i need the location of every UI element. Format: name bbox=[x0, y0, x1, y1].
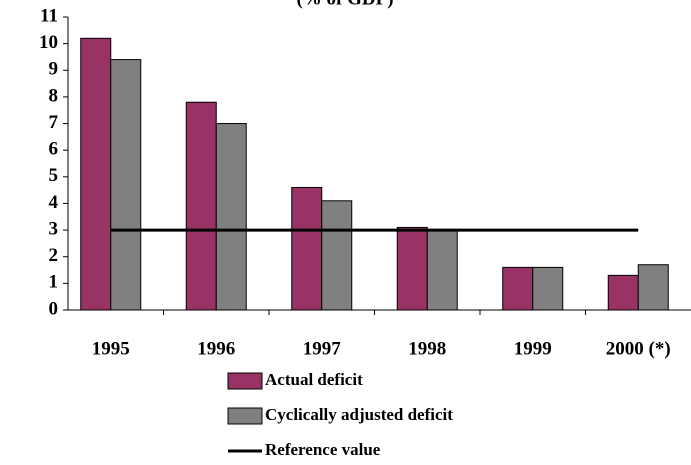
x-tick-label: 2000 (*) bbox=[606, 338, 671, 359]
bar bbox=[110, 59, 142, 311]
y-tick-label: 10 bbox=[39, 32, 58, 53]
y-tick-label: 1 bbox=[49, 272, 59, 293]
y-tick-label: 11 bbox=[40, 5, 58, 26]
x-tick-label: 1996 bbox=[197, 338, 235, 359]
y-tick-label: 8 bbox=[49, 85, 59, 106]
y-tick-label: 7 bbox=[49, 112, 59, 133]
legend-label: Actual deficit bbox=[265, 370, 363, 389]
x-tick-label: 1998 bbox=[408, 338, 446, 359]
legend-label: Cyclically adjusted deficit bbox=[265, 405, 453, 424]
y-tick-label: 4 bbox=[49, 192, 59, 213]
y-tick-label: 2 bbox=[49, 245, 59, 266]
y-tick-label: 9 bbox=[49, 59, 59, 80]
y-tick-label: 6 bbox=[49, 139, 59, 160]
legend-label: Reference value bbox=[265, 440, 381, 459]
bar bbox=[291, 186, 323, 311]
x-tick-label: 1997 bbox=[303, 338, 342, 359]
legend-swatch bbox=[227, 407, 263, 425]
bar bbox=[215, 123, 247, 311]
bar bbox=[637, 264, 669, 311]
chart-title: (% of GDP) bbox=[296, 0, 393, 9]
legend-swatch bbox=[227, 372, 263, 390]
bar bbox=[532, 266, 564, 311]
y-tick-label: 0 bbox=[49, 298, 59, 319]
y-tick-label: 5 bbox=[49, 165, 59, 186]
bar bbox=[607, 274, 639, 311]
bar bbox=[185, 101, 217, 311]
x-tick-label: 1995 bbox=[92, 338, 130, 359]
bar bbox=[396, 226, 428, 311]
y-tick-label: 3 bbox=[49, 218, 59, 239]
bar bbox=[502, 266, 534, 311]
bar bbox=[321, 200, 353, 311]
bar bbox=[426, 229, 458, 311]
x-tick-label: 1999 bbox=[514, 338, 552, 359]
bar bbox=[80, 37, 112, 311]
